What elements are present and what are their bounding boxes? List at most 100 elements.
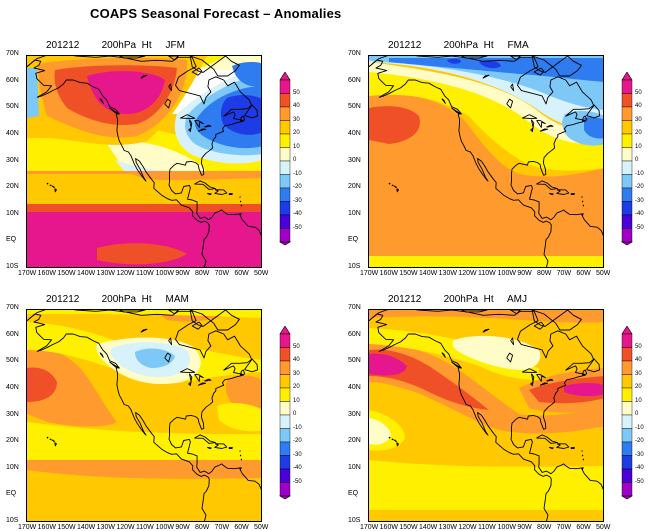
latitude-label: 10S xyxy=(6,517,18,524)
colorbar-label: 50 xyxy=(635,344,642,350)
colorbar xyxy=(621,326,633,500)
colorbar-label: 40 xyxy=(635,357,642,363)
colorbar-swatch xyxy=(280,148,290,162)
colorbar-swatch xyxy=(280,134,290,148)
coastline xyxy=(47,183,48,184)
colorbar-label: -50 xyxy=(635,225,644,231)
colorbar-swatch xyxy=(280,415,290,429)
colorbar-swatch xyxy=(280,361,290,375)
colorbar-label: 50 xyxy=(635,90,642,96)
longitude-label: 170W xyxy=(18,270,36,277)
longitude-label: 60W xyxy=(576,270,590,277)
latitude-label: 40N xyxy=(6,130,19,137)
colorbar-label: -30 xyxy=(293,198,302,204)
longitude-label: 70W xyxy=(215,270,229,277)
latitude-label: EQ xyxy=(348,490,358,497)
contour-band xyxy=(369,256,604,268)
longitude-label: 80W xyxy=(195,270,209,277)
coastline xyxy=(47,437,48,438)
colorbar-label: -30 xyxy=(635,198,644,204)
longitude-label: 120W xyxy=(116,270,134,277)
forecast-map-mam xyxy=(26,309,262,522)
colorbar-bottom-arrow xyxy=(622,496,632,499)
anomaly-contours xyxy=(27,56,262,268)
latitude-label: EQ xyxy=(348,236,358,243)
colorbar-label: -40 xyxy=(635,211,644,217)
colorbar-label: 30 xyxy=(293,117,300,123)
latitude-label: 10S xyxy=(348,517,360,524)
colorbar-label: 20 xyxy=(293,130,300,136)
latitude-label: 50N xyxy=(6,357,19,364)
contour-band xyxy=(27,68,39,118)
latitude-label: 10N xyxy=(6,210,19,217)
colorbar-swatch xyxy=(280,80,290,94)
latitude-label: EQ xyxy=(6,236,16,243)
colorbar-label: -40 xyxy=(293,465,302,471)
colorbar-label: -10 xyxy=(635,171,644,177)
longitude-label: 90W xyxy=(175,270,189,277)
main-title: COAPS Seasonal Forecast – Anomalies xyxy=(90,6,341,21)
latitude-label: 10N xyxy=(6,464,19,471)
colorbar-label: 20 xyxy=(635,130,642,136)
season-label: JFM xyxy=(166,40,185,51)
colorbar-swatch xyxy=(280,469,290,483)
panel-title: 201212 200hPa Ht FMA xyxy=(388,40,529,51)
colorbar-label: 0 xyxy=(635,411,638,417)
colorbar-swatch xyxy=(622,148,632,162)
forecast-map-jfm xyxy=(26,55,262,268)
anomaly-field xyxy=(27,310,262,522)
coastline xyxy=(389,183,390,184)
coastline xyxy=(394,186,395,187)
colorbar-swatch xyxy=(622,361,632,375)
colorbar-label: 0 xyxy=(293,411,296,417)
colorbar-bottom-arrow xyxy=(280,496,290,499)
forecast-date: 201212 xyxy=(46,40,102,51)
variable-label: 200hPa Ht xyxy=(444,294,507,305)
colorbar-swatch xyxy=(280,388,290,402)
colorbar-swatch xyxy=(280,483,290,497)
longitude-label: 110W xyxy=(478,270,496,277)
latitude-label: 10N xyxy=(348,210,361,217)
forecast-date: 201212 xyxy=(388,40,444,51)
colorbar-label: -40 xyxy=(293,211,302,217)
longitude-label: 150W xyxy=(57,270,75,277)
longitude-label: 120W xyxy=(458,270,476,277)
latitude-label: 20N xyxy=(348,437,361,444)
colorbar-top-arrow xyxy=(622,72,632,80)
latitude-label: 20N xyxy=(6,183,19,190)
colorbar-label: 30 xyxy=(635,371,642,377)
colorbar-swatch xyxy=(622,121,632,135)
variable-label: 200hPa Ht xyxy=(102,294,166,305)
panel-title: 201212 200hPa Ht MAM xyxy=(46,294,189,305)
latitude-label: 50N xyxy=(348,357,361,364)
anomaly-contours xyxy=(27,310,262,522)
longitude-label: 160W xyxy=(38,270,56,277)
colorbar-label: -20 xyxy=(293,438,302,444)
colorbar-swatch xyxy=(622,334,632,348)
longitude-label: 100W xyxy=(156,270,174,277)
colorbar-label: -20 xyxy=(293,184,302,190)
colorbar-swatch xyxy=(622,429,632,443)
colorbar-label: -20 xyxy=(635,184,644,190)
colorbar-swatch xyxy=(280,402,290,416)
season-label: AMJ xyxy=(507,294,527,305)
longitude-label: 50W xyxy=(254,270,268,277)
colorbar-label: -10 xyxy=(293,171,302,177)
latitude-label: 70N xyxy=(348,50,361,57)
colorbar-label: 30 xyxy=(635,117,642,123)
season-label: FMA xyxy=(508,40,529,51)
colorbar-swatch xyxy=(280,202,290,216)
colorbar-swatch xyxy=(622,202,632,216)
longitude-label: 90W xyxy=(517,270,531,277)
colorbar-label: 50 xyxy=(293,90,300,96)
latitude-label: EQ xyxy=(6,490,16,497)
colorbar-label: 10 xyxy=(293,144,300,150)
colorbar-top-arrow xyxy=(280,326,290,334)
panel-title: 201212 200hPa Ht AMJ xyxy=(388,294,527,305)
anomaly-contours xyxy=(369,56,604,268)
colorbar-swatch xyxy=(280,442,290,456)
colorbar-swatch xyxy=(622,388,632,402)
forecast-map-fma xyxy=(368,55,604,268)
longitude-label: 140W xyxy=(77,270,95,277)
coastline xyxy=(394,440,395,441)
